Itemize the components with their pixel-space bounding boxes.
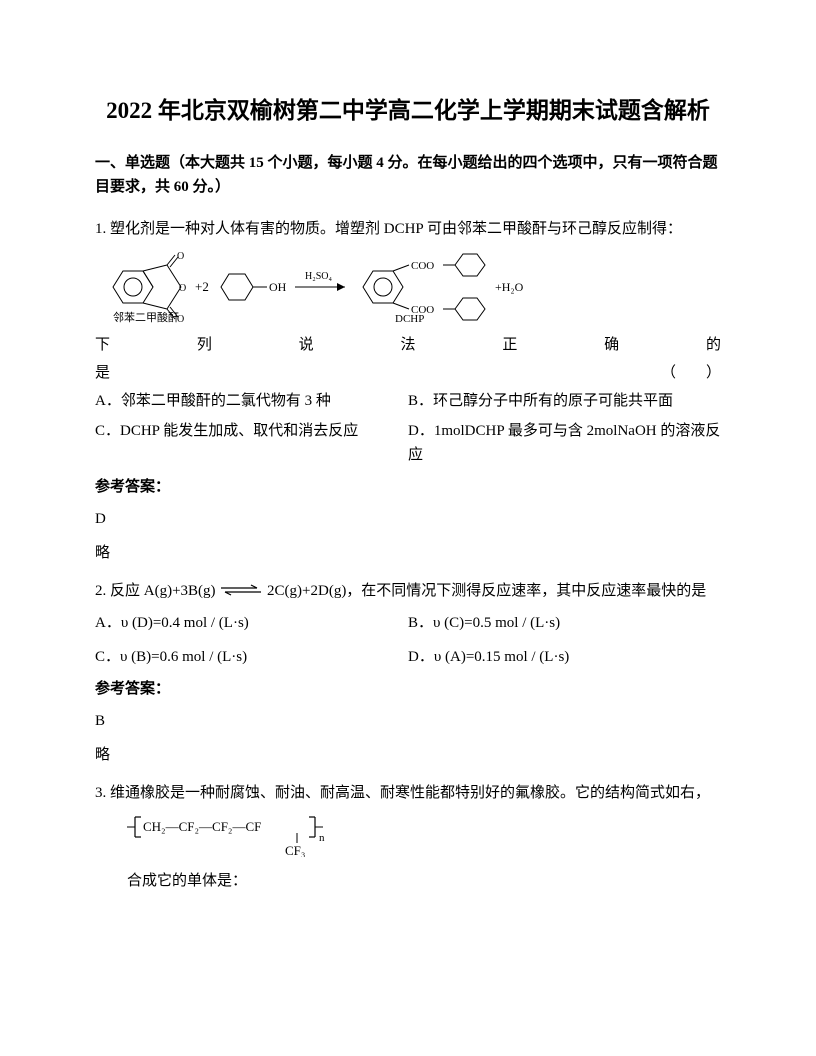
q2-answer: B: [95, 709, 721, 733]
question-1: 1. 塑化剂是一种对人体有害的物质。增塑剂 DCHP 可由邻苯二甲酸酐与环己醇反…: [95, 217, 721, 565]
q1-brief: 略: [95, 541, 721, 565]
q2-opt-b: B．υ (C)=0.5 mol / (L·s): [408, 611, 721, 635]
q2-opt-c: C．υ (B)=0.6 mol / (L·s): [95, 645, 408, 669]
q2-opt-a: A．υ (D)=0.4 mol / (L·s): [95, 611, 408, 635]
svg-text:DCHP: DCHP: [395, 313, 424, 323]
svg-text:COO: COO: [411, 260, 434, 272]
svg-text:O: O: [179, 283, 186, 294]
q3-stem: 3. 维通橡胶是一种耐腐蚀、耐油、耐高温、耐寒性能都特别好的氟橡胶。它的结构简式…: [95, 781, 721, 805]
q1-answer: D: [95, 507, 721, 531]
q1-opt-c: C．DCHP 能发生加成、取代和消去反应: [95, 419, 408, 467]
question-2: 2. 反应 A(g)+3B(g) 2C(g)+2D(g)，在不同情况下测得反应速…: [95, 579, 721, 767]
svg-text:+2: +2: [195, 279, 209, 294]
q2-brief: 略: [95, 743, 721, 767]
svg-text:CF₃: CF₃: [285, 843, 305, 857]
question-3: 3. 维通橡胶是一种耐腐蚀、耐油、耐高温、耐寒性能都特别好的氟橡胶。它的结构简式…: [95, 781, 721, 893]
q1-reaction-figure: O O O 邻苯二甲酸酐 +2 OH H₂SO₄ COO: [95, 251, 721, 323]
equilibrium-arrow-icon: [219, 584, 263, 596]
q2-opt-d: D．υ (A)=0.15 mol / (L·s): [408, 645, 721, 669]
svg-text:CH₂—CF₂—CF₂—CF: CH₂—CF₂—CF₂—CF: [143, 819, 261, 834]
svg-text:OH: OH: [269, 280, 287, 294]
svg-text:H₂SO₄: H₂SO₄: [305, 271, 332, 282]
q1-stem: 1. 塑化剂是一种对人体有害的物质。增塑剂 DCHP 可由邻苯二甲酸酐与环己醇反…: [95, 217, 721, 241]
svg-text:O: O: [177, 251, 184, 262]
section-1-header: 一、单选题（本大题共 15 个小题，每小题 4 分。在每小题给出的四个选项中，只…: [95, 151, 721, 199]
svg-text:+H₂O: +H₂O: [495, 280, 524, 294]
q1-label-anhydride: 邻苯二甲酸酐: [113, 310, 179, 323]
q3-polymer-figure: CH₂—CF₂—CF₂—CF n CF₃: [127, 813, 721, 857]
exam-title: 2022 年北京双榆树第二中学高二化学上学期期末试题含解析: [95, 95, 721, 127]
q2-answer-label: 参考答案：: [95, 677, 721, 701]
q1-opt-d: D．1molDCHP 最多可与含 2molNaOH 的溶液反应: [408, 419, 721, 467]
q2-stem: 2. 反应 A(g)+3B(g) 2C(g)+2D(g)，在不同情况下测得反应速…: [95, 579, 721, 603]
q3-monomer-prompt: 合成它的单体是：: [95, 869, 721, 893]
q1-opt-b: B．环己醇分子中所有的原子可能共平面: [408, 389, 721, 413]
q1-opt-a: A．邻苯二甲酸酐的二氯代物有 3 种: [95, 389, 408, 413]
q1-spread-1: 下 列 说 法 正 确 的: [95, 333, 721, 357]
q1-answer-label: 参考答案：: [95, 475, 721, 499]
svg-text:n: n: [319, 832, 325, 844]
q1-spread-2: 是 （ ）: [95, 361, 721, 385]
